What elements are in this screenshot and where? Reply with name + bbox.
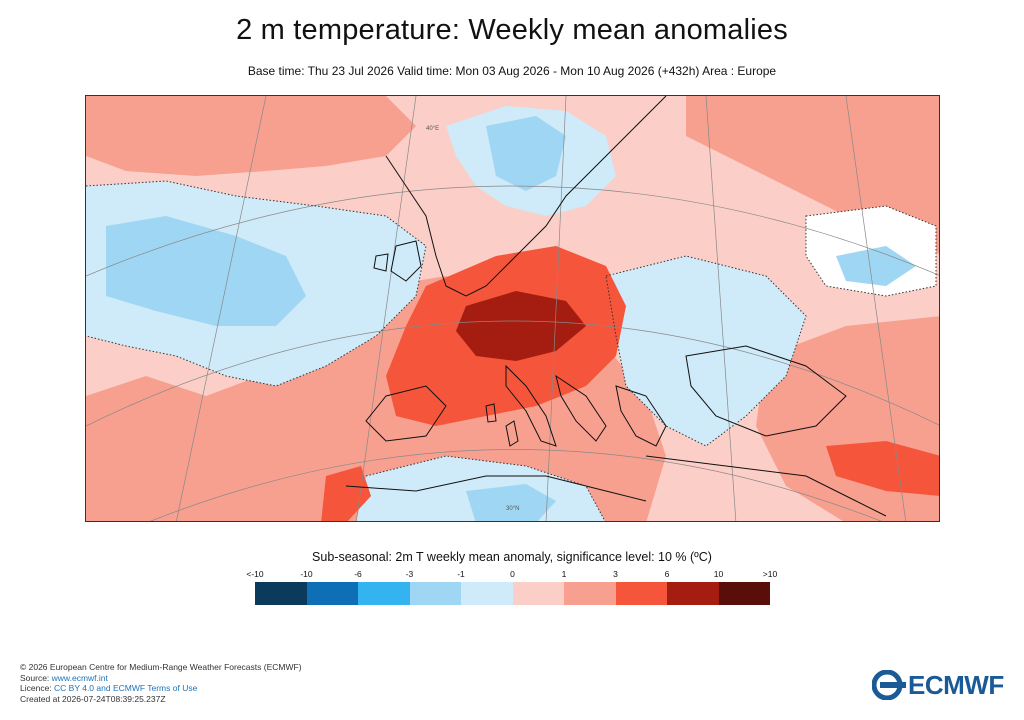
legend-swatch-3 bbox=[409, 582, 461, 605]
source-link[interactable]: www.ecmwf.int bbox=[51, 672, 108, 683]
footer-created: Created at 2026-07-24T08:39:25.237Z bbox=[20, 693, 166, 704]
legend-tick-label: -3 bbox=[405, 569, 414, 579]
legend-swatch-9 bbox=[718, 582, 770, 605]
legend-swatch-1 bbox=[306, 582, 358, 605]
anomaly-area-scandinavia-core bbox=[486, 116, 566, 191]
anomaly-area-eastern-europe bbox=[606, 256, 806, 446]
legend-swatch-8 bbox=[667, 582, 719, 605]
legend-tick-label: 10 bbox=[713, 569, 724, 579]
map-svg: 40°E 30°N bbox=[86, 96, 939, 521]
significance-contours bbox=[86, 180, 937, 521]
footer-licence-label: Licence: bbox=[20, 683, 55, 694]
legend-tick-label: <-10 bbox=[246, 569, 264, 579]
page-subtitle: Base time: Thu 23 Jul 2026 Valid time: M… bbox=[247, 64, 777, 78]
page-title: 2 m temperature: Weekly mean anomalies bbox=[236, 14, 788, 46]
licence-link[interactable]: CC BY 4.0 and ECMWF Terms of Use bbox=[54, 683, 198, 694]
legend-tick-label: -6 bbox=[354, 569, 362, 579]
anomaly-area-alps-strong bbox=[456, 291, 586, 361]
legend-tick-label: -1 bbox=[457, 569, 465, 579]
anomaly-area-north-atlantic bbox=[86, 96, 416, 176]
legend-tick-label: 6 bbox=[664, 569, 670, 579]
legend-tick-label: >10 bbox=[762, 569, 778, 579]
legend-tick-label: 1 bbox=[561, 569, 567, 579]
footer-copyright: © 2026 European Centre for Medium-Range … bbox=[20, 662, 302, 672]
anomaly-area-turkey-warm bbox=[826, 441, 939, 496]
legend-title: Sub-seasonal: 2m T weekly mean anomaly, … bbox=[312, 550, 712, 564]
footer-source: Source: www.ecmwf.int bbox=[20, 673, 302, 684]
legend-swatch-5 bbox=[512, 582, 564, 605]
graticule-label-30n: 30°N bbox=[506, 506, 519, 512]
legend-swatch-0 bbox=[255, 582, 307, 605]
legend-ticks: <-10 -10 -6 -3 -1 0 1 3 6 10 >10 bbox=[246, 569, 777, 581]
anomaly-area-caspian-cool bbox=[836, 246, 916, 286]
ecmwf-logo: ECMWF bbox=[872, 670, 1012, 700]
legend-tick-label: 0 bbox=[510, 569, 515, 579]
footer-licence: Licence: CC BY 4.0 and ECMWF Terms of Us… bbox=[20, 683, 302, 694]
anomaly-area-north-africa-core bbox=[466, 484, 556, 521]
footer: © 2026 European Centre for Medium-Range … bbox=[20, 662, 302, 704]
coastlines bbox=[345, 96, 887, 517]
ecmwf-logo-text: ECMWF bbox=[908, 670, 1004, 700]
anomaly-area-atlantic-cool-core bbox=[106, 216, 306, 326]
legend-swatch-2 bbox=[358, 582, 410, 605]
footer-source-label: Source: bbox=[20, 672, 52, 683]
legend-colorbar bbox=[255, 582, 770, 605]
legend-tick-label: -10 bbox=[300, 569, 313, 579]
ecmwf-logo-icon bbox=[872, 670, 906, 700]
legend-swatch-7 bbox=[615, 582, 667, 605]
legend-tick-label: 3 bbox=[613, 569, 618, 579]
legend-swatch-6 bbox=[564, 582, 616, 605]
anomaly-map: 40°E 30°N bbox=[85, 95, 940, 522]
legend-swatch-4 bbox=[461, 582, 513, 605]
graticule-label-40e: 40°E bbox=[426, 126, 439, 132]
